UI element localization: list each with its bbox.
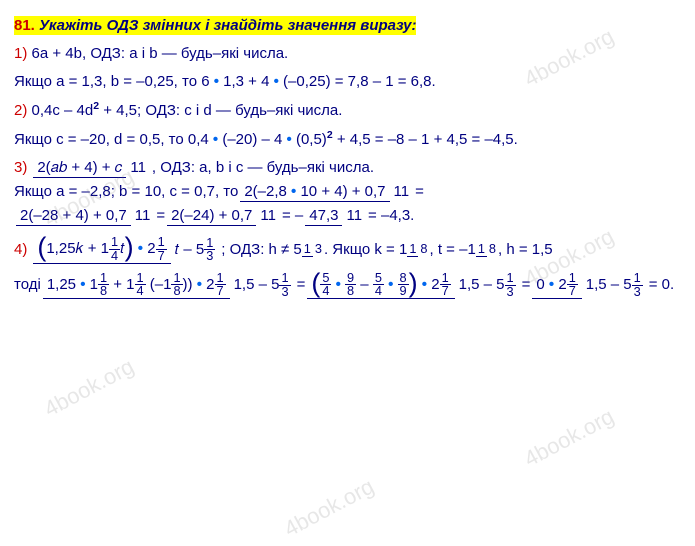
numerator: 2(𝑎𝑏 + 4) + 𝑐 — [33, 158, 126, 179]
watermark: 4book.org — [517, 399, 620, 476]
fraction: 47,3 11 — [305, 206, 366, 227]
fraction: 0 • 217 1,5 – 513 — [532, 272, 646, 300]
text: . Якщо k = 1 — [324, 238, 407, 262]
text: Якщо a = –2,8; b = 10, c = 0,7, то — [14, 180, 238, 204]
text: , ОДЗ: a, b і c — будь–які числа. — [152, 156, 374, 180]
text: = — [415, 180, 424, 204]
text: 1,3 + 4 — [219, 73, 274, 90]
item-1-calc: Якщо a = 1,3, b = –0,25, то 6 • 1,3 + 4 … — [14, 70, 681, 94]
item-number: 1) — [14, 45, 27, 62]
text: тоді — [14, 273, 41, 297]
denominator: 11 — [256, 206, 280, 226]
fraction: 2(–28 + 4) + 0,7 11 — [16, 206, 154, 227]
text: Якщо a = 1,3, b = –0,25, то 6 — [14, 73, 214, 90]
text: = — [156, 204, 165, 228]
text: + 4,5; ОДЗ: c і d — будь–які числа. — [99, 102, 342, 119]
text: = –4,3. — [368, 204, 414, 228]
denominator: 11 — [126, 158, 150, 178]
problem-title: Укажіть ОДЗ змінних і знайдіть значення … — [39, 17, 416, 34]
denominator: 1,5 – 513 — [582, 272, 647, 299]
item-number: 4) — [14, 238, 27, 262]
item-4-calc: тоді 1,25 • 118 + 114 (–118)) • 217 1,5 … — [14, 272, 681, 300]
text: = 0. — [649, 273, 674, 297]
item-3-calc-2: 2(–28 + 4) + 0,7 11 = 2(–24) + 0,7 11 = … — [14, 204, 681, 228]
text: = — [522, 273, 531, 297]
numerator: 0 • 217 — [532, 272, 581, 300]
item-number: 2) — [14, 102, 27, 119]
denominator: 11 — [390, 182, 414, 202]
item-3: 3) 2(𝑎𝑏 + 4) + 𝑐 11 , ОДЗ: a, b і c — бу… — [14, 156, 681, 180]
numerator: 2(–24) + 0,7 — [167, 206, 256, 227]
text: , h = 1,5 — [498, 238, 553, 262]
watermark: 4book.org — [277, 469, 380, 546]
item-2: 2) 0,4c – 4d2 + 4,5; ОДЗ: c і d — будь–я… — [14, 98, 681, 123]
numerator: (54 • 98 – 54 • 89) • 217 — [307, 272, 454, 300]
text: 6a + 4b, ОДЗ: a і b — будь–які числа. — [32, 45, 289, 62]
item-1: 1) 6a + 4b, ОДЗ: a і b — будь–які числа. — [14, 42, 681, 66]
title-line: 81. Укажіть ОДЗ змінних і знайдіть значе… — [14, 14, 681, 38]
item-3-calc-1: Якщо a = –2,8; b = 10, c = 0,7, то 2(–2,… — [14, 180, 681, 204]
text: + 4,5 = –8 – 1 + 4,5 = –4,5. — [333, 131, 518, 148]
text: 0,4c – 4d — [32, 102, 94, 119]
watermark: 4book.org — [37, 349, 140, 426]
text: = — [297, 273, 306, 297]
numerator: 1,25 • 118 + 114 (–118)) • 217 — [43, 272, 230, 300]
fraction: 1,25 • 118 + 114 (–118)) • 217 1,5 – 513 — [43, 272, 295, 300]
text: (0,5) — [292, 131, 327, 148]
denominator: 1,5 – 513 — [455, 272, 520, 299]
dot-icon: • — [388, 276, 393, 293]
denominator: 11 — [342, 206, 366, 226]
numerator: 2(–28 + 4) + 0,7 — [16, 206, 131, 227]
fraction: 2(–2,8 • 10 + 4) + 0,7 11 — [240, 182, 413, 203]
item-4: 4) (1,25𝑘 + 114𝑡) • 217 𝑡 – 513 ; ОДЗ: h… — [14, 236, 681, 264]
text: Якщо c = –20, d = 0,5, то 0,4 — [14, 131, 213, 148]
text: = – — [282, 204, 303, 228]
fraction: 2(–24) + 0,7 11 — [167, 206, 280, 227]
text: ; ОДЗ: h ≠ 5 — [221, 238, 301, 262]
text: , t = –1 — [430, 238, 476, 262]
denominator: 11 — [131, 206, 155, 226]
denominator: 1,5 – 513 — [230, 272, 295, 299]
fraction: (54 • 98 – 54 • 89) • 217 1,5 – 513 — [307, 272, 519, 300]
fraction: 2(𝑎𝑏 + 4) + 𝑐 11 — [33, 158, 150, 179]
problem-number: 81. — [14, 17, 35, 34]
numerator: (1,25𝑘 + 114𝑡) • 217 — [33, 236, 170, 264]
dot-icon: • — [336, 276, 341, 293]
denominator: 𝑡 – 513 — [171, 237, 220, 264]
text: (–0,25) = 7,8 – 1 = 6,8. — [279, 73, 436, 90]
text: (–20) – 4 — [218, 131, 286, 148]
item-number: 3) — [14, 156, 27, 180]
numerator: 47,3 — [305, 206, 342, 227]
fraction: (1,25𝑘 + 114𝑡) • 217 𝑡 – 513 — [33, 236, 219, 264]
item-2-calc: Якщо c = –20, d = 0,5, то 0,4 • (–20) – … — [14, 127, 681, 152]
numerator: 2(–2,8 • 10 + 4) + 0,7 — [240, 182, 389, 203]
